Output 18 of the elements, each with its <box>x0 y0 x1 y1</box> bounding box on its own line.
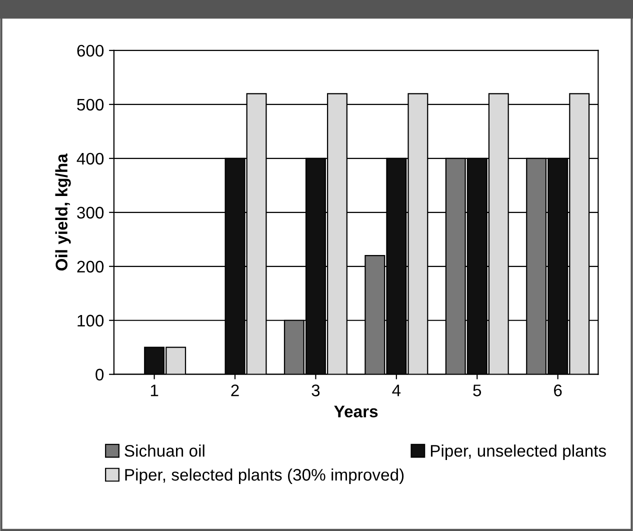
y-tick-label: 500 <box>77 98 104 111</box>
y-axis-title: Oil yield, kg/ha <box>55 153 71 271</box>
y-tick-label: 400 <box>76 152 104 165</box>
x-tick-label: 2 <box>231 384 239 396</box>
y-tick-label: 600 <box>77 44 104 57</box>
x-tick-label: 6 <box>554 384 562 396</box>
y-tick-label: 100 <box>78 314 104 327</box>
x-tick-label: 3 <box>312 384 320 396</box>
y-tick-label: 200 <box>77 260 104 273</box>
x-tick-label: 4 <box>392 384 401 396</box>
x-axis-title: Years <box>334 406 378 418</box>
x-tick-label: 5 <box>473 384 482 396</box>
x-tick-label: 1 <box>150 384 158 396</box>
legend-label: Sichuan oil <box>124 444 204 457</box>
legend-label: Piper, unselected plants <box>430 444 606 460</box>
legend-label: Piper, selected plants (30% improved) <box>125 468 404 484</box>
y-tick-label: 0 <box>96 368 104 381</box>
y-tick-label: 300 <box>77 206 104 219</box>
